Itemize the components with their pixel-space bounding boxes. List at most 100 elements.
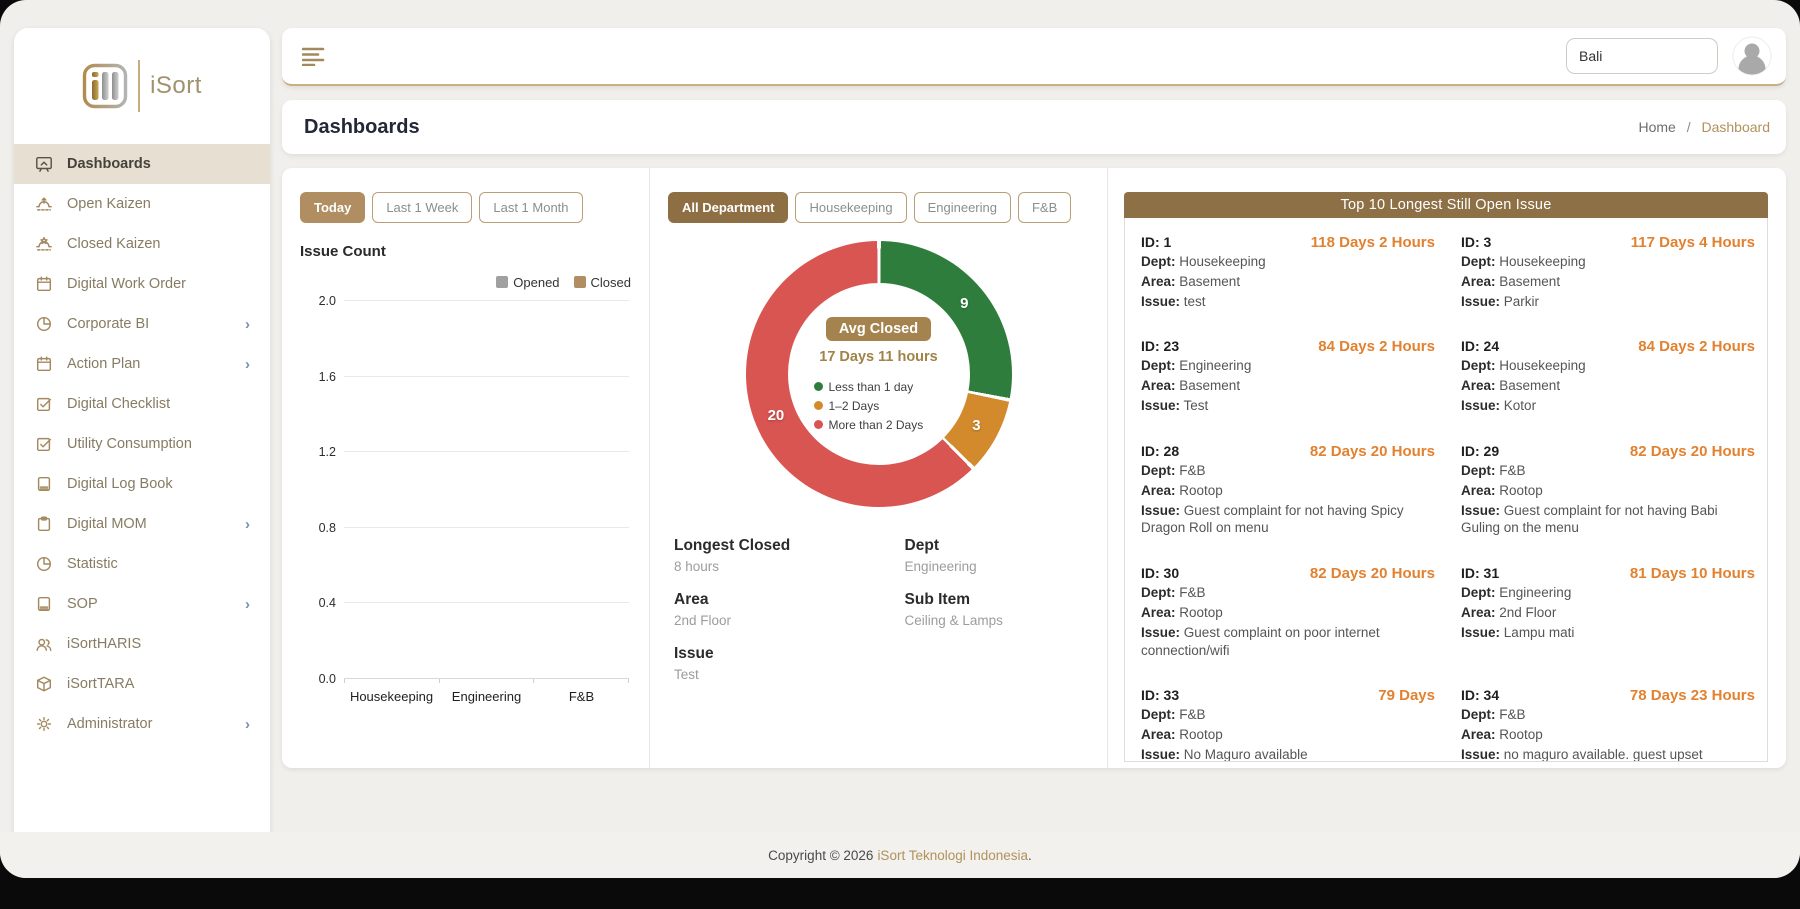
detail-field-sub-item: Sub Item Ceiling & Lamps (905, 591, 1089, 628)
issue-card-top: ID: 29 82 Days 20 Hours (1461, 443, 1755, 460)
detail-label: Sub Item (904, 591, 970, 608)
time-filter-last-1-month[interactable]: Last 1 Month (479, 192, 583, 223)
menu-toggle-icon[interactable] (302, 46, 326, 66)
legend-item-closed[interactable]: Closed (573, 274, 631, 290)
logo: iSort (14, 54, 270, 118)
x-category-label: Housekeeping (349, 689, 434, 704)
open-issue-card[interactable]: ID: 31 81 Days 10 Hours Dept: Engineerin… (1461, 565, 1755, 659)
sidebar-item-utility-consumption[interactable]: Utility Consumption (14, 424, 270, 464)
issue-dept-label: Dept: (1461, 358, 1496, 374)
detail-field-dept: Dept Engineering (905, 537, 1089, 574)
sidebar-item-label: iSortHARIS (67, 636, 142, 652)
legend-label: Opened (513, 274, 560, 290)
sidebar-item-digital-work-order[interactable]: Digital Work Order (14, 264, 270, 304)
y-gridline: 0.0 (319, 672, 629, 686)
sidebar-item-sop[interactable]: SOP › (14, 584, 270, 624)
issue-text: Issue: test (1141, 293, 1206, 309)
issue-area-label: Area: (1461, 604, 1496, 620)
bar-chart-plot: 0.0 0.4 0.8 1.2 1.6 2.0 (300, 294, 631, 686)
sidebar-item-action-plan[interactable]: Action Plan › (14, 344, 270, 384)
issue-area: Area: Basement (1461, 273, 1561, 289)
issue-open-duration: 118 Days 2 Hours (1310, 234, 1435, 251)
sidebar-item-label: Corporate BI (67, 316, 150, 332)
chevron-right-icon: › (245, 315, 250, 333)
search-input[interactable] (1566, 38, 1718, 74)
donut-legend-item-more-than-2-days: More than 2 Days (813, 418, 923, 432)
issue-id: ID: 3 (1461, 234, 1492, 250)
dept-tab-housekeeping[interactable]: Housekeeping (795, 192, 907, 223)
issue-text-label: Issue: (1461, 624, 1501, 640)
user-avatar[interactable] (1732, 36, 1772, 76)
y-gridline: 1.2 (319, 445, 629, 459)
issue-area-label: Area: (1461, 378, 1496, 394)
sidebar-item-closed-kaizen[interactable]: Closed Kaizen (14, 224, 270, 264)
slice-value-label: 3 (972, 417, 981, 435)
sidebar-item-administrator[interactable]: Administrator › (14, 704, 270, 744)
issue-dept: Dept: F&B (1141, 707, 1206, 723)
dept-tab-f-b[interactable]: F&B (1017, 192, 1072, 223)
sidebar-item-statistic[interactable]: Statistic (14, 544, 270, 584)
breadcrumb-home-link[interactable]: Home (1638, 119, 1676, 135)
avg-closed-badge: Avg Closed (825, 316, 932, 341)
detail-value: 8 hours (674, 559, 720, 574)
open-issue-card[interactable]: ID: 24 84 Days 2 Hours Dept: Housekeepin… (1461, 338, 1755, 414)
sidebar-item-dashboards[interactable]: Dashboards (14, 144, 270, 184)
y-tick-label: 0.4 (318, 596, 336, 611)
x-tick (344, 678, 440, 683)
time-filter-today[interactable]: Today (300, 192, 366, 223)
detail-label: Area (674, 591, 709, 608)
sidebar-item-isorttara[interactable]: iSortTARA (14, 664, 270, 704)
sidebar-item-label: Closed Kaizen (67, 236, 161, 252)
legend-item-opened[interactable]: Opened (496, 274, 560, 290)
dept-tab-all-department[interactable]: All Department (668, 192, 789, 223)
logo-text: iSort (150, 72, 202, 99)
issue-card-top: ID: 31 81 Days 10 Hours (1461, 565, 1755, 582)
open-issue-card[interactable]: ID: 23 84 Days 2 Hours Dept: Engineering… (1141, 338, 1435, 414)
time-filter-last-1-week[interactable]: Last 1 Week (372, 192, 473, 223)
detail-value: Test (674, 667, 699, 682)
open-issue-card[interactable]: ID: 3 117 Days 4 Hours Dept: Housekeepin… (1461, 234, 1755, 310)
topbar (282, 28, 1786, 86)
copyright-text: Copyright © 2026 (768, 847, 874, 863)
issue-dept: Dept: Engineering (1461, 585, 1572, 601)
x-category-label: Engineering (451, 689, 522, 704)
y-gridline: 2.0 (319, 294, 629, 308)
issue-area-label: Area: (1141, 727, 1176, 743)
issue-id: ID: 24 (1461, 338, 1500, 355)
people-icon (34, 634, 54, 654)
sidebar-item-label: Dashboards (67, 156, 151, 172)
open-issue-card[interactable]: ID: 29 82 Days 20 Hours Dept: F&B Area: … (1461, 443, 1755, 537)
box-icon (34, 674, 54, 694)
checklist-icon (34, 394, 54, 414)
open-issue-card[interactable]: ID: 33 79 Days Dept: F&B Area: Rootop Is… (1141, 687, 1435, 762)
issue-text: Issue: Lampu mati (1461, 624, 1575, 640)
sidebar-item-digital-log-book[interactable]: Digital Log Book (14, 464, 270, 504)
issue-open-duration: 82 Days 20 Hours (1629, 442, 1755, 460)
y-gridline: 1.6 (319, 370, 629, 384)
sidebar-item-isortharis[interactable]: iSortHARIS (14, 624, 270, 664)
sidebar-item-corporate-bi[interactable]: Corporate BI › (14, 304, 270, 344)
sidebar-item-label: Action Plan (67, 356, 141, 372)
sidebar-item-open-kaizen[interactable]: Open Kaizen (14, 184, 270, 224)
open-issue-card[interactable]: ID: 28 82 Days 20 Hours Dept: F&B Area: … (1141, 443, 1435, 537)
issue-area-label: Area: (1461, 273, 1496, 289)
bar-chart-title: Issue Count (300, 243, 386, 260)
open-issue-card[interactable]: ID: 1 118 Days 2 Hours Dept: Housekeepin… (1141, 234, 1435, 310)
bar-chart-x-axis (344, 678, 630, 683)
page-background: iSort Dashboards Open Kaizen Closed Kaizen… (0, 0, 1800, 878)
pie-chart-icon (34, 314, 54, 334)
dept-tab-engineering[interactable]: Engineering (913, 192, 1011, 223)
sidebar-item-digital-mom[interactable]: Digital MOM › (14, 504, 270, 544)
issue-dept-label: Dept: (1461, 707, 1496, 723)
issue-dept-label: Dept: (1461, 254, 1496, 269)
open-issue-card[interactable]: ID: 30 82 Days 20 Hours Dept: F&B Area: … (1141, 565, 1435, 659)
company-link[interactable]: iSort Teknologi Indonesia (877, 847, 1029, 863)
issue-text: Issue: No Maguro available (1141, 747, 1308, 762)
open-issue-card[interactable]: ID: 34 78 Days 23 Hours Dept: F&B Area: … (1461, 687, 1755, 761)
issue-open-duration: 82 Days 20 Hours (1309, 565, 1435, 583)
sidebar-item-digital-checklist[interactable]: Digital Checklist (14, 384, 270, 424)
issue-area: Area: Basement (1141, 378, 1241, 394)
book-icon (34, 474, 54, 494)
issue-text: Issue: Guest complaint for not having Ba… (1461, 502, 1718, 536)
issue-text-label: Issue: (1141, 747, 1181, 762)
